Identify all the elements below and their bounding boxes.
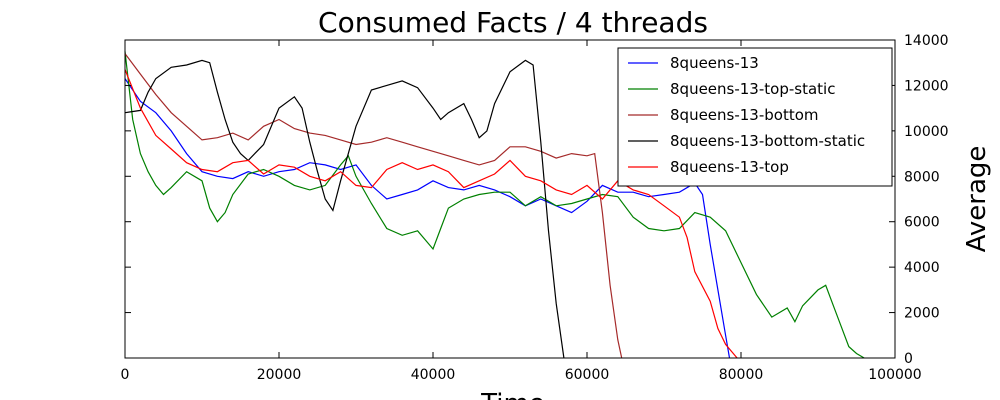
y-tick-label: 2000 — [904, 306, 940, 322]
series-line-1 — [124, 78, 731, 359]
y-axis-title: Average — [962, 146, 992, 253]
x-tick-label: 40000 — [411, 367, 456, 383]
chart-title: Consumed Facts / 4 threads — [318, 6, 708, 39]
y-tick-label: 8000 — [904, 169, 940, 185]
x-tick-label: 80000 — [719, 367, 764, 383]
y-axis: 0 2000 4000 6000 8000 10000 12000 14000 — [125, 33, 949, 367]
y-tick-label: 0 — [904, 351, 913, 367]
x-tick-label: 20000 — [257, 367, 302, 383]
legend-label: 8queens-13-bottom-static — [670, 132, 865, 150]
plot-frame — [124, 39, 896, 359]
legend-box — [617, 47, 893, 187]
y-tick-label: 6000 — [904, 215, 940, 231]
plot-area — [124, 51, 865, 359]
series-line-3 — [124, 53, 623, 359]
y-tick-label: 4000 — [904, 260, 940, 276]
series-line-4 — [124, 59, 565, 359]
legend: 8queens-13 8queens-13-top-static 8queens-1… — [617, 47, 893, 187]
x-tick-label: 0 — [121, 367, 130, 383]
legend-label: 8queens-13-top-static — [670, 80, 835, 98]
series-line-2 — [124, 51, 865, 359]
y-tick-label: 12000 — [904, 78, 949, 94]
x-axis-title: Time — [480, 389, 545, 400]
x-axis: 0 20000 40000 60000 80000 100000 — [121, 40, 922, 383]
legend-label: 8queens-13-top — [670, 158, 789, 176]
series-line-5 — [124, 69, 738, 359]
y-tick-label: 14000 — [904, 33, 949, 49]
legend-label: 8queens-13-bottom — [670, 106, 819, 124]
y-tick-label: 10000 — [904, 124, 949, 140]
x-tick-label: 100000 — [868, 367, 921, 383]
x-tick-label: 60000 — [565, 367, 610, 383]
legend-label: 8queens-13 — [670, 54, 759, 72]
